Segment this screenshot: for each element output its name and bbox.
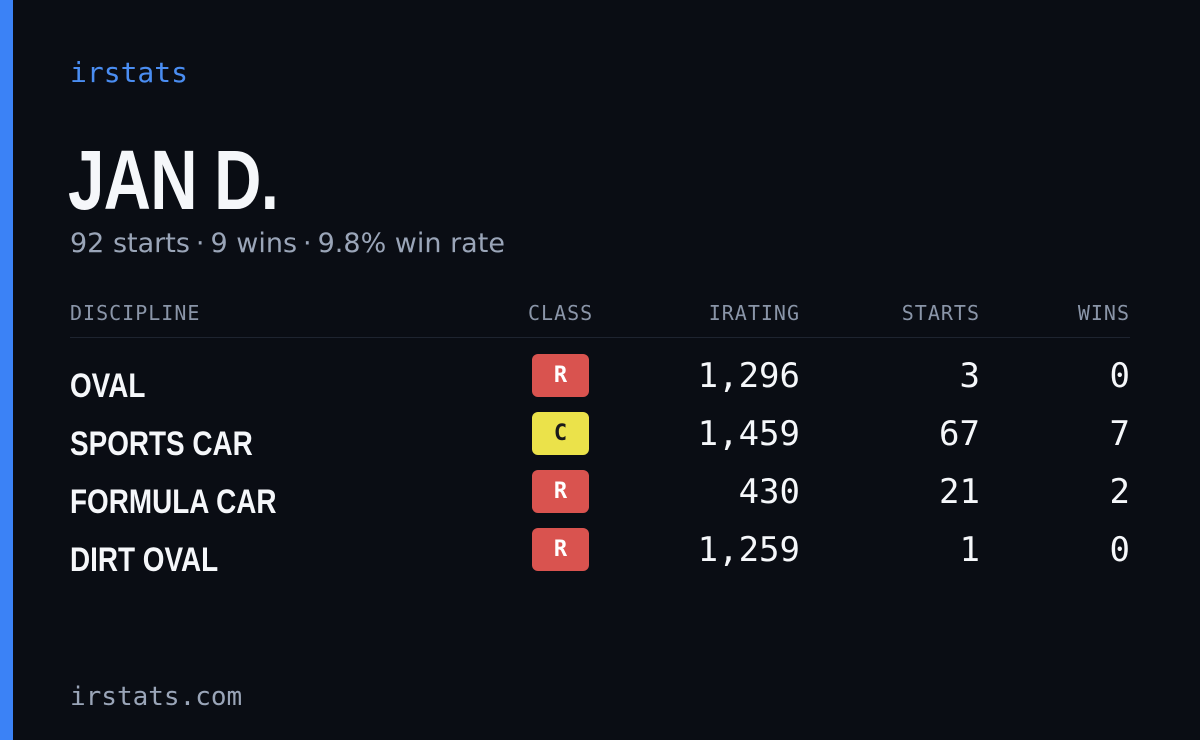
- table-body: OVAL R 1,296 3 0 SPORTS CAR C 1,459 67 7…: [70, 354, 1130, 586]
- header-starts: STARTS: [901, 301, 980, 325]
- player-summary: 92 starts · 9 wins · 9.8% win rate: [70, 226, 505, 262]
- summary-win-rate: 9.8% win rate: [317, 228, 505, 259]
- wins-value: 7: [1109, 414, 1130, 454]
- discipline-name: SPORTS CAR: [70, 425, 253, 463]
- table-row: SPORTS CAR C 1,459 67 7: [70, 412, 1130, 470]
- irating-value: 1,459: [697, 414, 800, 454]
- irating-value: 1,259: [697, 530, 800, 570]
- class-badge: C: [532, 412, 589, 455]
- starts-value: 21: [939, 472, 980, 512]
- starts-value: 67: [939, 414, 980, 454]
- table-row: FORMULA CAR R 430 21 2: [70, 470, 1130, 528]
- header-wins: WINS: [1077, 301, 1130, 325]
- starts-value: 1: [959, 530, 980, 570]
- wins-value: 0: [1109, 356, 1130, 396]
- brand-logo: irstats: [70, 56, 189, 89]
- irating-value: 1,296: [697, 356, 800, 396]
- table-row: OVAL R 1,296 3 0: [70, 354, 1130, 412]
- summary-wins: 9 wins: [210, 228, 298, 259]
- table-header: DISCIPLINE CLASS IRATING STARTS WINS: [70, 298, 1130, 338]
- header-class: CLASS: [528, 301, 594, 325]
- player-name: JAN D.: [68, 133, 279, 227]
- footer-url: irstats.com: [70, 682, 243, 712]
- summary-separator: ·: [303, 228, 312, 259]
- summary-starts: 92 starts: [70, 228, 190, 259]
- wins-value: 0: [1109, 530, 1130, 570]
- summary-separator: ·: [195, 228, 205, 259]
- accent-bar: [0, 0, 13, 740]
- starts-value: 3: [959, 356, 980, 396]
- class-badge: R: [532, 470, 589, 513]
- wins-value: 2: [1109, 472, 1130, 512]
- discipline-name: DIRT OVAL: [70, 541, 219, 579]
- irating-value: 430: [738, 472, 800, 512]
- discipline-name: OVAL: [70, 367, 146, 405]
- header-irating: IRATING: [708, 301, 800, 325]
- table-row: DIRT OVAL R 1,259 1 0: [70, 528, 1130, 586]
- class-badge: R: [532, 528, 589, 571]
- header-discipline: DISCIPLINE: [70, 301, 201, 325]
- class-badge: R: [532, 354, 589, 397]
- stats-table: DISCIPLINE CLASS IRATING STARTS WINS OVA…: [70, 298, 1130, 586]
- discipline-name: FORMULA CAR: [70, 483, 277, 521]
